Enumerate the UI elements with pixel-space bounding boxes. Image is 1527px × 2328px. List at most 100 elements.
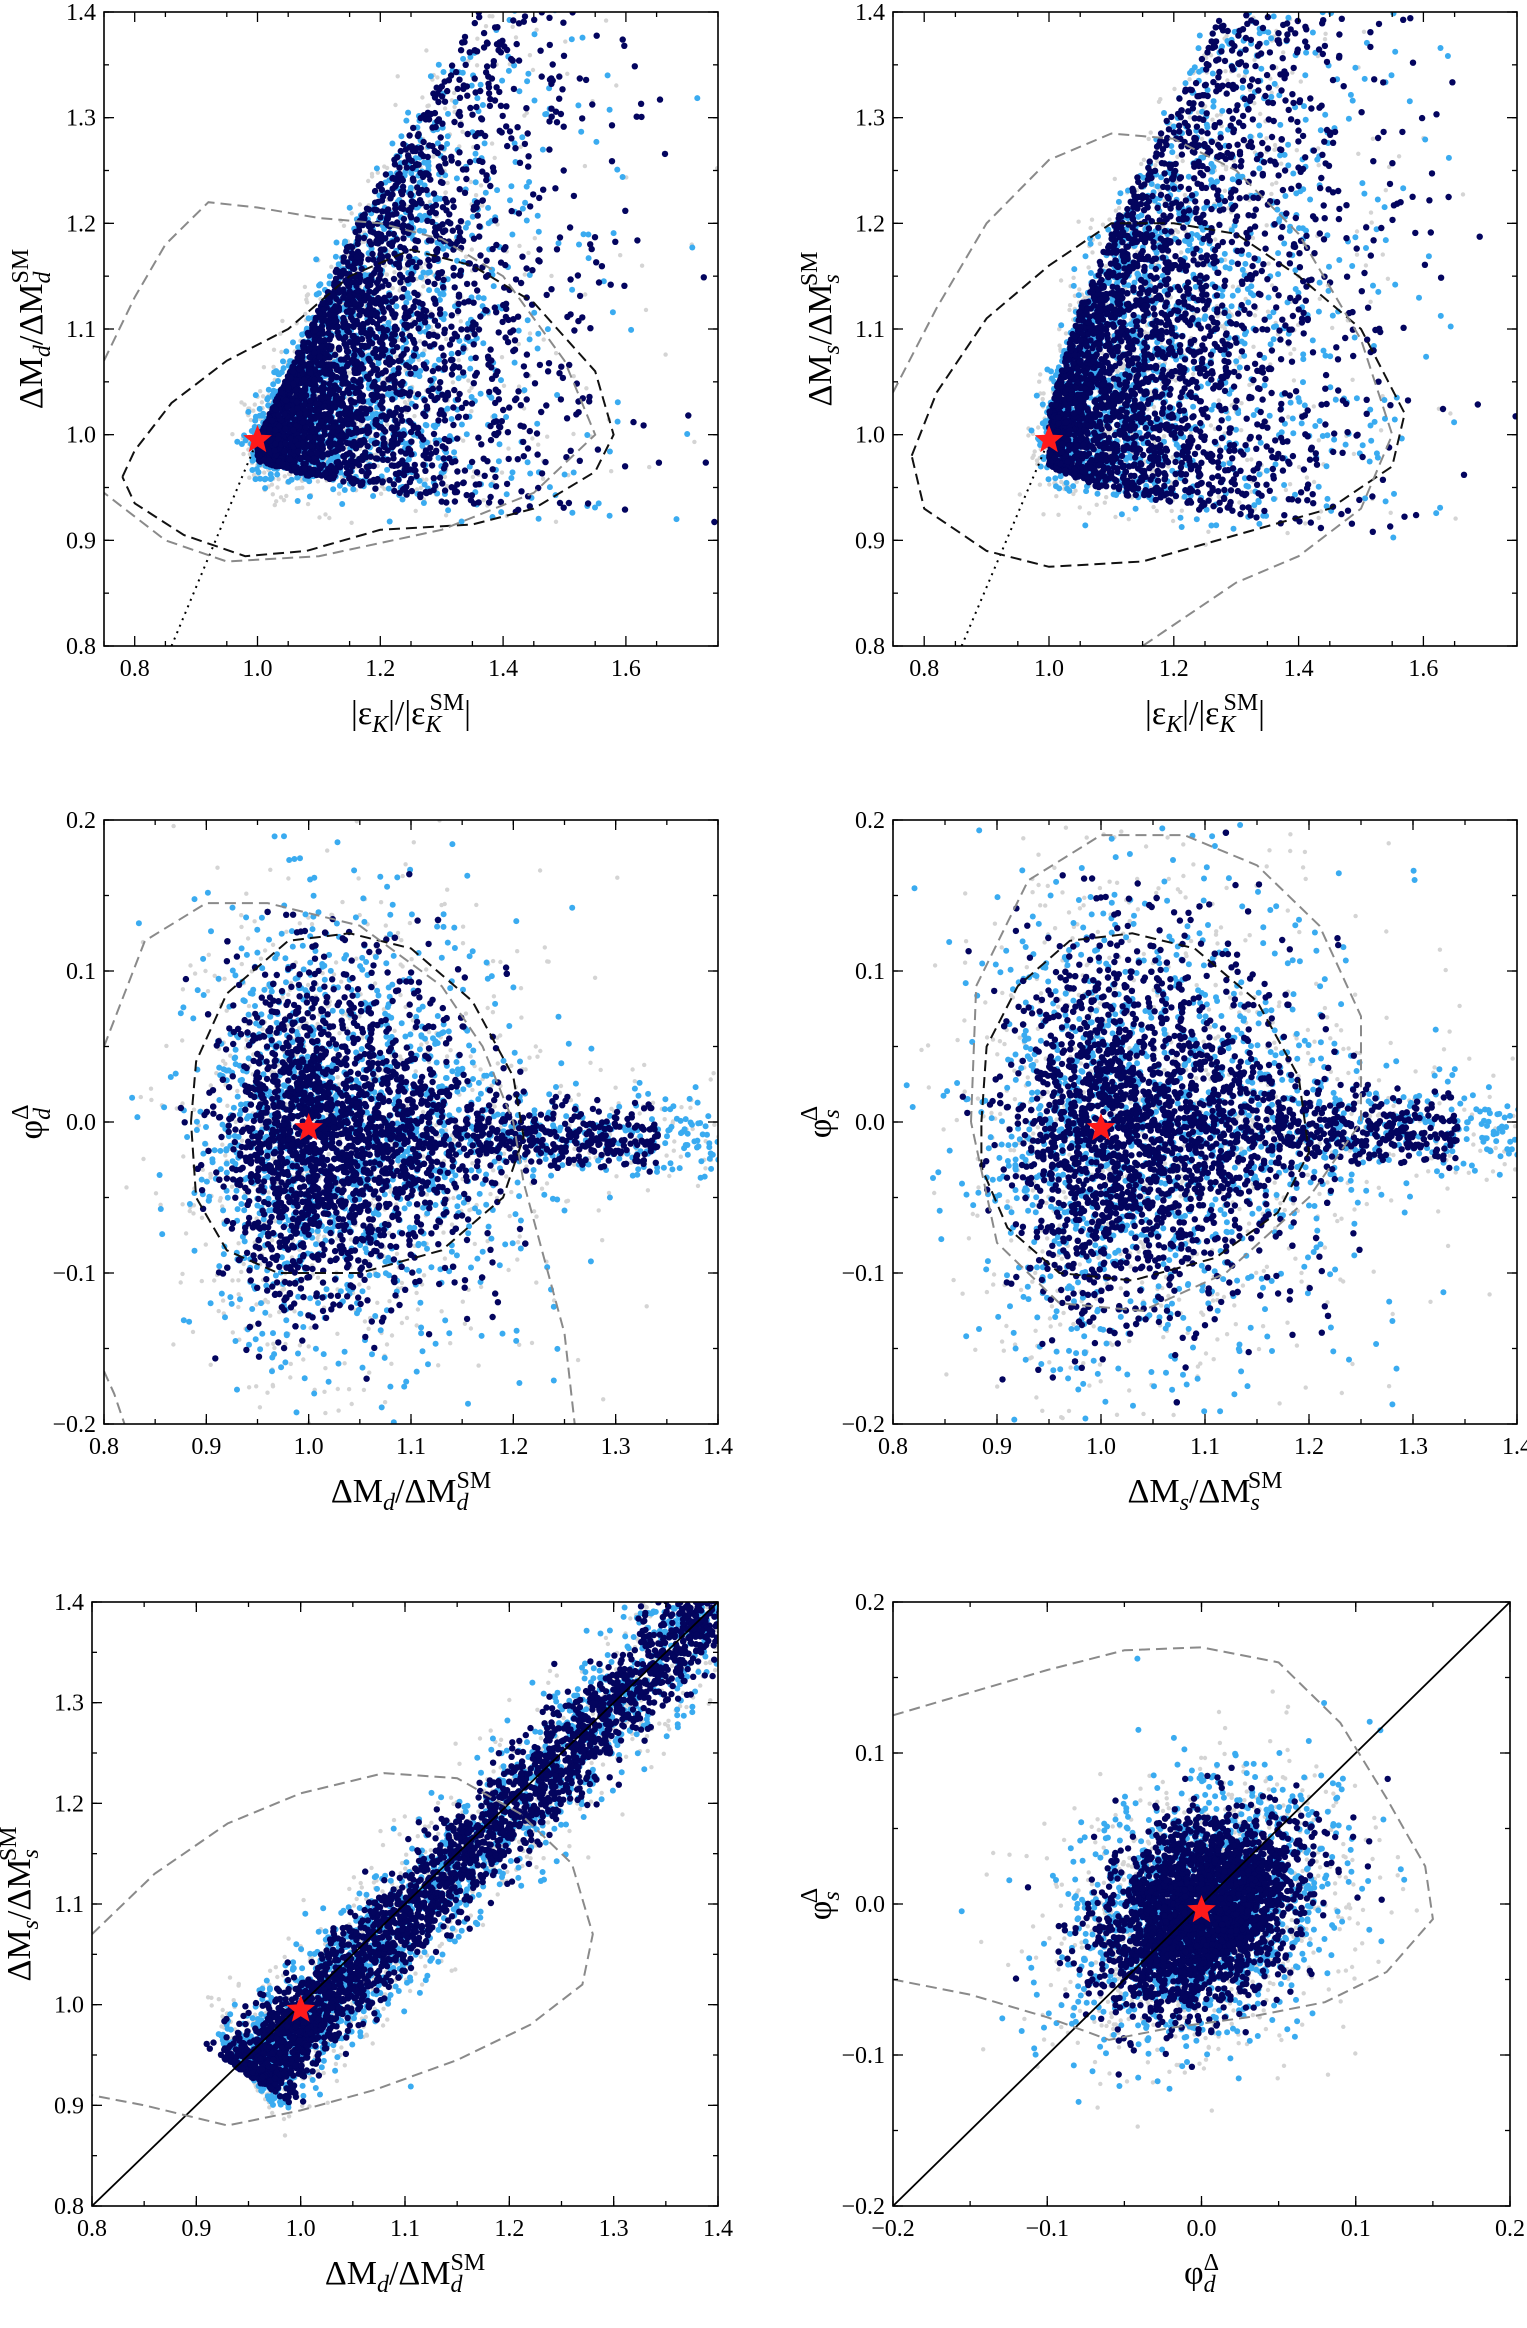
scatter-point: [353, 409, 361, 416]
scatter-point: [305, 332, 312, 339]
scatter-point: [306, 403, 313, 410]
scatter-point: [700, 274, 707, 281]
scatter-point: [526, 179, 533, 185]
scatter-point: [400, 471, 408, 479]
scatter-point: [569, 12, 576, 16]
scatter-point: [471, 331, 478, 338]
scatter-point: [386, 518, 393, 525]
scatter-point: [564, 313, 571, 321]
scatter-point: [510, 347, 517, 355]
scatter-point: [519, 253, 526, 260]
scatter-point: [455, 111, 462, 118]
scatter-point: [526, 503, 533, 510]
scatter-point: [343, 416, 350, 423]
scatter-point: [591, 234, 599, 241]
scatter-point: [306, 442, 314, 450]
scatter-point: [382, 219, 389, 227]
scatter-point: [472, 179, 479, 186]
scatter-point: [437, 379, 444, 386]
scatter-point: [576, 75, 583, 82]
scatter-point: [294, 498, 301, 504]
scatter-point: [306, 434, 313, 441]
scatter-point: [304, 300, 310, 305]
scatter-point: [271, 364, 276, 370]
scatter-point: [439, 120, 446, 127]
scatter-point: [490, 283, 497, 290]
scatter-point: [345, 428, 352, 435]
scatter-point: [388, 341, 396, 348]
scatter-point: [301, 376, 308, 384]
scatter-point: [435, 417, 442, 424]
scatter-point: [314, 412, 322, 420]
scatter-point: [369, 318, 376, 326]
scatter-point: [513, 35, 519, 40]
scatter-point: [327, 435, 334, 443]
scatter-point: [319, 299, 326, 307]
scatter-point: [293, 398, 301, 406]
scatter-point: [500, 406, 507, 414]
scatter-point: [441, 311, 448, 317]
scatter-point: [335, 332, 342, 340]
x-tick-label: 1.4: [488, 656, 518, 682]
scatter-point: [296, 366, 304, 373]
scatter-point: [372, 485, 379, 492]
scatter-point: [481, 140, 488, 147]
scatter-point: [381, 443, 388, 451]
scatter-point: [463, 254, 469, 259]
scatter-point: [413, 216, 420, 223]
scatter-point: [303, 311, 308, 317]
scatter-point: [294, 486, 299, 491]
scatter-point: [466, 378, 471, 383]
scatter-point: [432, 196, 439, 203]
scatter-point: [470, 380, 477, 387]
scatter-point: [556, 370, 563, 377]
scatter-point: [451, 90, 457, 96]
scatter-point: [285, 384, 292, 391]
scatter-point: [349, 211, 354, 216]
scatter-point: [508, 135, 515, 142]
scatter-point: [531, 309, 538, 316]
scatter-point: [422, 421, 429, 428]
scatter-point: [394, 462, 401, 469]
scatter-point: [584, 386, 589, 391]
scatter-point: [442, 160, 449, 167]
scatter-point: [317, 281, 324, 288]
x-tick-label: 0.8: [120, 656, 150, 682]
scatter-point: [453, 68, 460, 76]
scatter-point: [433, 440, 440, 447]
scatter-point: [440, 284, 447, 291]
scatter-point: [421, 228, 427, 235]
scatter-point: [444, 336, 449, 342]
scatter-point: [435, 98, 442, 106]
scatter-point: [369, 174, 375, 179]
scatter-point: [393, 344, 401, 351]
scatter-point: [274, 499, 279, 504]
scatter-point: [472, 150, 479, 157]
scatter-point: [365, 206, 373, 213]
scatter-point: [302, 284, 308, 290]
scatter-point: [450, 380, 456, 385]
scatter-point: [340, 254, 347, 261]
scatter-point: [346, 204, 353, 211]
scatter-point: [412, 413, 417, 419]
scatter-point: [346, 383, 354, 391]
scatter-point: [548, 105, 555, 112]
scatter-point: [464, 220, 471, 227]
scatter-point: [541, 337, 546, 342]
scatter-point: [476, 233, 483, 240]
scatter-point: [621, 42, 628, 49]
scatter-point: [331, 466, 338, 473]
scatter-point: [400, 215, 408, 223]
scatter-point: [313, 400, 320, 408]
scatter-point: [457, 272, 464, 279]
scatter-point: [464, 92, 471, 99]
scatter-point: [392, 311, 399, 318]
scatter-point: [452, 104, 457, 110]
scatter-point: [472, 372, 479, 379]
scatter-point: [432, 300, 439, 307]
scatter-point: [379, 393, 386, 400]
scatter-point: [357, 259, 364, 267]
scatter-point: [470, 203, 478, 211]
scatter-point: [238, 441, 245, 447]
scatter-point: [453, 333, 461, 340]
